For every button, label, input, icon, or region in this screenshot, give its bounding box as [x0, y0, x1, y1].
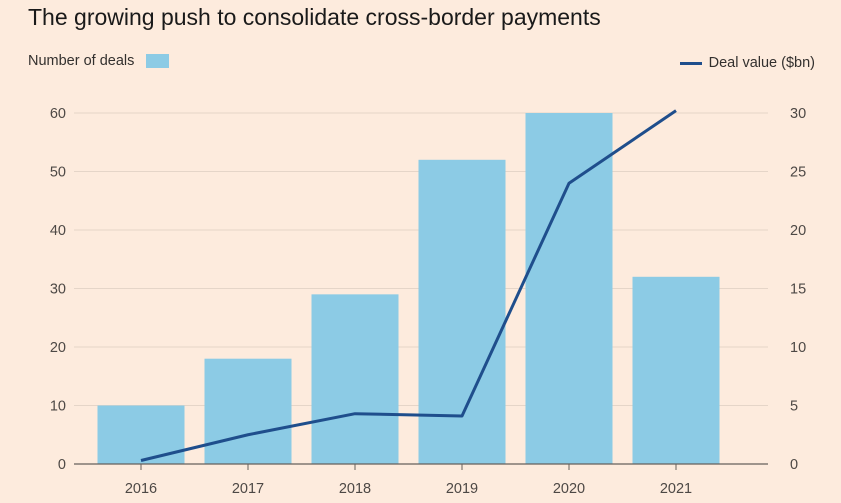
y-left-tick-label: 40 — [50, 223, 66, 239]
x-tick-label: 2021 — [660, 481, 692, 497]
y-right-tick-label: 0 — [790, 457, 798, 473]
legend-bars-swatch — [146, 54, 170, 68]
bar — [632, 276, 720, 464]
y-left-tick-label: 20 — [50, 340, 66, 356]
bar — [418, 159, 506, 465]
bar — [525, 113, 613, 464]
bar — [204, 358, 292, 464]
y-left-tick-label: 50 — [50, 165, 66, 181]
x-tick-label: 2019 — [446, 481, 478, 497]
y-right-tick-label: 20 — [790, 223, 806, 239]
y-left-tick-label: 0 — [58, 457, 66, 473]
y-right-tick-label: 30 — [790, 106, 806, 122]
y-right-tick-label: 5 — [790, 399, 798, 415]
y-left-tick-label: 10 — [50, 399, 66, 415]
x-tick-label: 2016 — [125, 481, 157, 497]
bar — [97, 405, 185, 464]
legend-bars: Number of deals — [28, 53, 170, 69]
x-tick-label: 2018 — [339, 481, 371, 497]
y-left-tick-label: 30 — [50, 282, 66, 298]
y-right-tick-label: 25 — [790, 165, 806, 181]
bar — [311, 294, 399, 464]
x-tick-label: 2017 — [232, 481, 264, 497]
y-left-tick-label: 60 — [50, 106, 66, 122]
deal-value-line — [140, 109, 677, 462]
y-right-tick-label: 10 — [790, 340, 806, 356]
y-right-tick-label: 15 — [790, 282, 806, 298]
legend-line: Deal value ($bn) — [679, 55, 815, 71]
legend-bars-label: Number of deals — [28, 53, 135, 69]
legend-line-label: Deal value ($bn) — [708, 55, 815, 71]
legend-line-swatch — [679, 61, 702, 65]
chart-title: The growing push to consolidate cross-bo… — [28, 4, 601, 30]
x-tick-label: 2020 — [553, 481, 585, 497]
